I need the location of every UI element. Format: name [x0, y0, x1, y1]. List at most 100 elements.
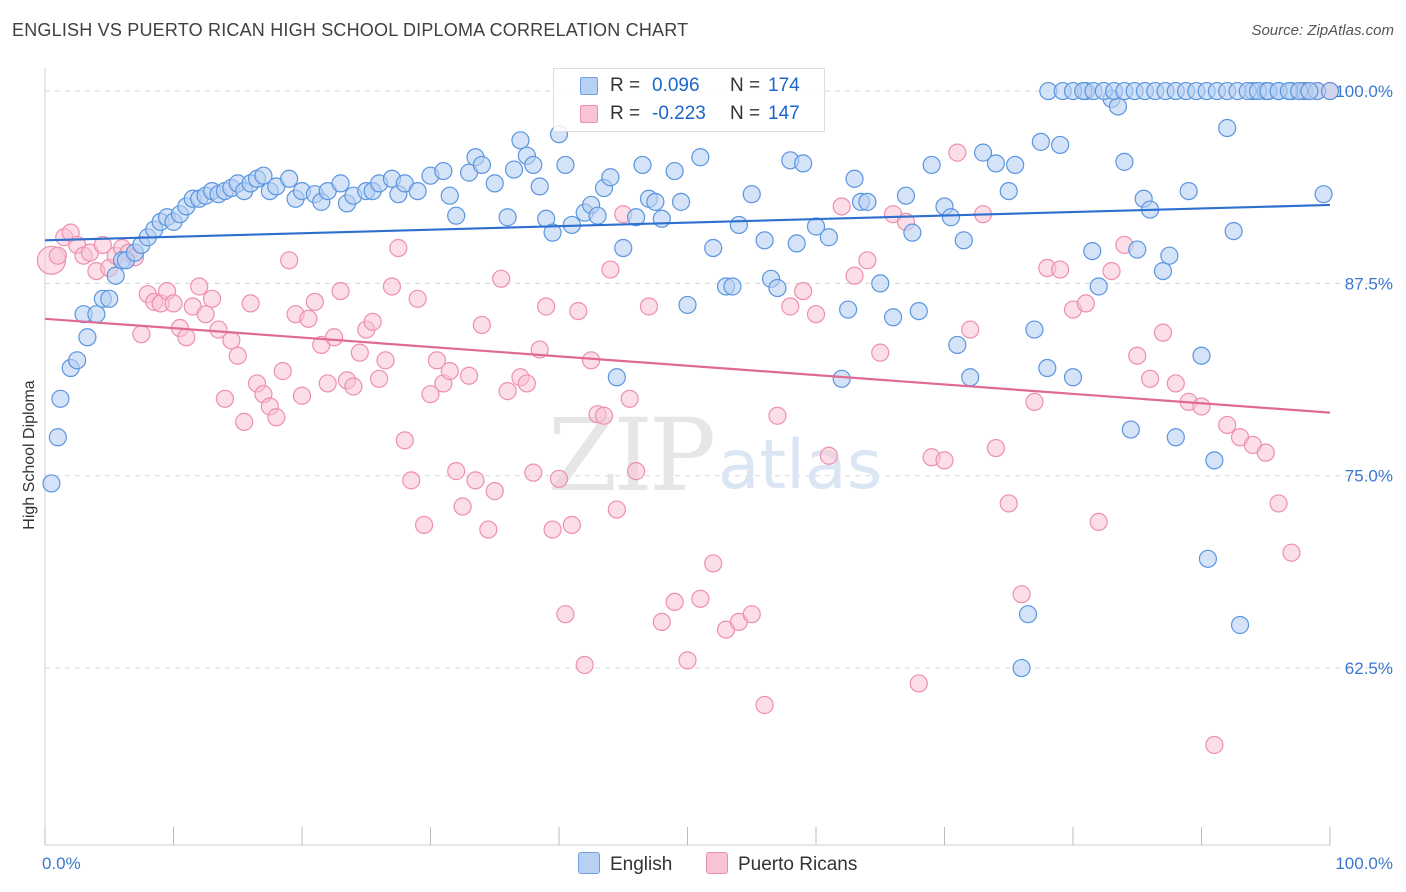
english-trend-line	[44, 203, 1331, 242]
y-axis-title: High School Diploma	[21, 380, 38, 530]
legend-n-label: N =	[730, 75, 761, 96]
puerto-point	[453, 497, 472, 516]
puerto-point	[164, 294, 183, 313]
english-point	[100, 289, 119, 308]
legend-row-puerto: R = -0.223 N = 147	[554, 101, 824, 127]
puerto-point	[408, 289, 427, 308]
puerto-point	[845, 266, 864, 285]
english-point	[1160, 246, 1179, 265]
english-point	[434, 161, 453, 181]
english-point	[588, 206, 607, 225]
legend-r-label: R =	[610, 103, 641, 124]
english-point	[903, 223, 922, 242]
english-point	[858, 192, 877, 211]
english-point	[524, 155, 543, 175]
puerto-point	[781, 297, 800, 316]
puerto-point	[492, 269, 511, 288]
puerto-point	[562, 515, 581, 535]
puerto-point	[858, 251, 877, 270]
english-point	[68, 351, 87, 370]
puerto-point	[1140, 369, 1160, 388]
english-point	[768, 278, 787, 298]
english-point	[671, 192, 691, 211]
puerto-point	[202, 289, 222, 308]
english-point	[948, 335, 967, 355]
puerto-point	[1218, 415, 1237, 435]
puerto-point	[755, 695, 774, 715]
puerto-point	[93, 235, 112, 255]
puerto-point	[742, 605, 761, 624]
puerto-point	[1192, 397, 1211, 416]
english-point	[1179, 181, 1198, 201]
english-point	[973, 143, 993, 162]
puerto-point	[1076, 294, 1095, 313]
english-point	[1153, 261, 1173, 281]
english-point	[1166, 428, 1185, 447]
puerto-point	[472, 315, 491, 335]
y-tick-label: 62.5%	[1345, 659, 1393, 678]
puerto-point	[209, 320, 228, 339]
english-point	[1205, 451, 1224, 470]
puerto-point	[485, 482, 504, 501]
puerto-point	[1102, 261, 1121, 281]
puerto-point	[363, 312, 382, 331]
puerto-point	[543, 520, 562, 539]
puerto-point	[524, 463, 543, 482]
english-point	[485, 174, 504, 193]
english-point	[922, 155, 941, 175]
puerto-point	[871, 343, 890, 362]
english-point	[806, 217, 826, 236]
legend-english-label: English	[610, 854, 673, 875]
legend-puerto-ricans[interactable]: Puerto Ricans	[706, 852, 857, 876]
puerto-point	[582, 351, 601, 370]
english-point	[665, 161, 684, 181]
english-point	[498, 208, 517, 227]
english-point	[1115, 152, 1134, 171]
english-point	[530, 177, 549, 196]
puerto-point	[395, 431, 414, 450]
puerto-point	[1128, 346, 1147, 365]
english-point	[1224, 221, 1243, 241]
puerto-point	[999, 494, 1018, 513]
puerto-point	[402, 471, 421, 490]
english-point	[729, 215, 749, 235]
puerto-point	[537, 297, 556, 316]
english-point	[78, 328, 97, 347]
puerto-swatch	[706, 852, 728, 874]
puerto-point	[350, 343, 369, 362]
english-point	[51, 389, 70, 408]
english-point	[472, 155, 491, 175]
puerto-point	[318, 374, 337, 393]
english-point	[652, 209, 671, 228]
english-point	[504, 160, 524, 179]
puerto-point	[1153, 323, 1173, 342]
puerto-point	[620, 389, 639, 408]
puerto-trend-line	[44, 317, 1331, 414]
english-point	[871, 274, 890, 293]
legend-n-label: N =	[730, 103, 761, 124]
puerto-point	[466, 471, 485, 490]
puerto-point	[678, 651, 697, 670]
puerto-point	[1269, 494, 1288, 513]
legend-r-label: R =	[610, 75, 641, 96]
chart-title: ENGLISH VS PUERTO RICAN HIGH SCHOOL DIPL…	[12, 20, 689, 40]
english-point	[1089, 277, 1108, 296]
english-point	[839, 300, 858, 319]
english-point	[787, 234, 806, 253]
english-point	[1198, 549, 1218, 568]
puerto-point	[704, 554, 723, 573]
english-point	[447, 206, 466, 225]
puerto-point	[190, 277, 209, 296]
watermark-atlas: atlas	[718, 426, 882, 505]
puerto-point	[447, 462, 466, 481]
legend-english[interactable]: English	[578, 852, 672, 876]
puerto-swatch	[580, 105, 598, 123]
y-tick-label: 87.5%	[1345, 274, 1393, 293]
puerto-point	[768, 406, 787, 425]
puerto-point	[639, 297, 659, 316]
puerto-point	[267, 408, 286, 427]
watermark-zip: ZIP	[548, 397, 713, 514]
legend-n-value: 174	[768, 75, 800, 96]
puerto-point	[556, 605, 575, 624]
puerto-point	[421, 385, 440, 404]
